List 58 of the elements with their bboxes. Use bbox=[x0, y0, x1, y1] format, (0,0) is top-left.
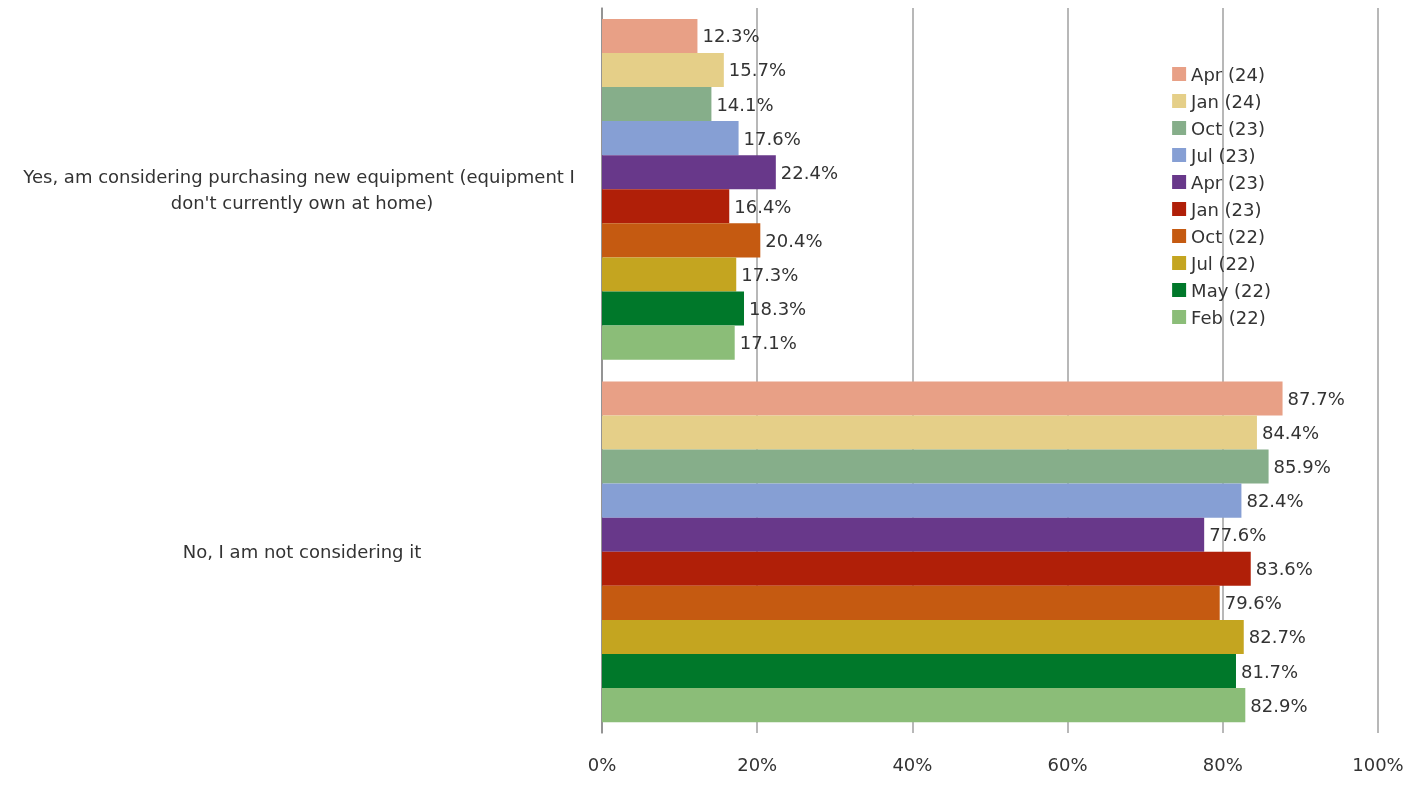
legend-label: Oct (23) bbox=[1191, 117, 1265, 139]
bar bbox=[602, 291, 745, 326]
legend-label: Jul (22) bbox=[1190, 252, 1256, 274]
bar bbox=[602, 653, 1236, 689]
bar bbox=[602, 688, 1246, 723]
data-label: 15.7% bbox=[728, 59, 787, 81]
data-label: 17.1% bbox=[739, 332, 797, 354]
bar bbox=[602, 449, 1269, 484]
bar bbox=[602, 415, 1257, 450]
bar bbox=[602, 189, 730, 224]
data-label: 16.4% bbox=[734, 195, 792, 217]
data-label: 79.6% bbox=[1224, 592, 1282, 614]
data-label: 18.3% bbox=[749, 298, 807, 320]
bar bbox=[602, 551, 1251, 586]
legend-label: Jul (23) bbox=[1190, 144, 1256, 166]
data-label: 20.4% bbox=[765, 229, 823, 251]
x-tick-label: 0% bbox=[587, 753, 617, 775]
data-label: 17.3% bbox=[741, 263, 799, 285]
bar bbox=[602, 223, 761, 258]
bar bbox=[602, 155, 776, 190]
legend-label: Jan (23) bbox=[1190, 198, 1262, 220]
data-label: 77.6% bbox=[1209, 524, 1267, 546]
x-tick-label: 60% bbox=[1047, 753, 1088, 775]
legend-label: May (22) bbox=[1191, 279, 1272, 301]
bar bbox=[602, 619, 1244, 654]
bar bbox=[602, 381, 1283, 416]
data-label: 14.1% bbox=[716, 93, 774, 115]
bar bbox=[602, 517, 1205, 552]
data-label: 85.9% bbox=[1273, 456, 1331, 478]
bar bbox=[602, 52, 724, 88]
legend-label: Apr (24) bbox=[1191, 63, 1265, 85]
x-tick-label: 20% bbox=[737, 753, 778, 775]
bar bbox=[602, 257, 737, 292]
data-label: 83.6% bbox=[1255, 558, 1313, 580]
y-tick-label: Yes, am considering purchasing new equipment (equipment I don't currently own at home) bbox=[22, 165, 581, 213]
data-label: 17.6% bbox=[743, 127, 801, 149]
data-label: 82.9% bbox=[1250, 694, 1308, 716]
bar bbox=[602, 87, 712, 122]
bar bbox=[602, 585, 1220, 620]
bar bbox=[602, 483, 1242, 518]
data-label: 82.7% bbox=[1248, 626, 1306, 648]
legend-label: Oct (22) bbox=[1191, 225, 1265, 247]
bar bbox=[602, 325, 735, 360]
bar bbox=[602, 121, 739, 156]
y-tick-label: No, I am not considering it bbox=[182, 541, 422, 563]
data-label: 82.4% bbox=[1246, 490, 1304, 512]
x-tick-label: 40% bbox=[892, 753, 933, 775]
x-tick-label: 100% bbox=[1352, 753, 1404, 775]
data-label: 87.7% bbox=[1287, 387, 1345, 409]
data-label: 84.4% bbox=[1261, 421, 1320, 443]
legend-label: Jan (24) bbox=[1190, 90, 1262, 112]
data-label: 12.3% bbox=[702, 25, 760, 47]
x-tick-label: 80% bbox=[1202, 753, 1243, 775]
bar bbox=[602, 18, 698, 53]
legend-label: Apr (23) bbox=[1191, 171, 1265, 193]
data-label: 81.7% bbox=[1240, 660, 1299, 682]
data-label: 22.4% bbox=[780, 161, 839, 183]
legend-label: Feb (22) bbox=[1191, 306, 1266, 328]
